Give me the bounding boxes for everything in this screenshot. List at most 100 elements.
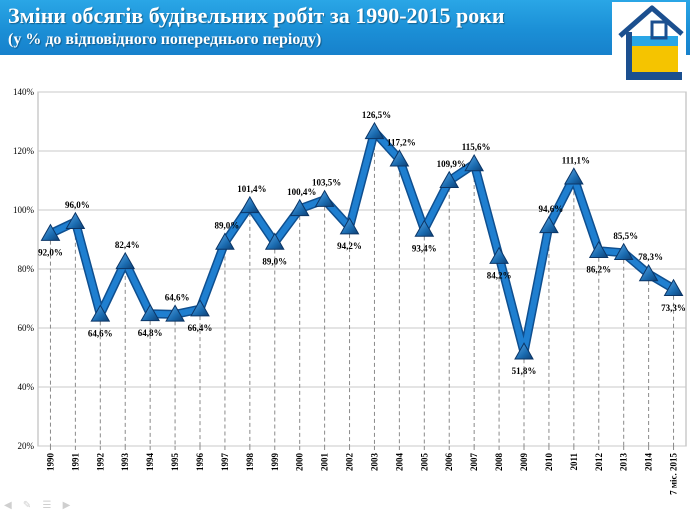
x-tick-label: 1991 bbox=[70, 453, 80, 472]
data-label: 84,2% bbox=[487, 271, 512, 281]
data-label: 117,2% bbox=[387, 137, 416, 147]
x-tick-label: 2013 bbox=[619, 453, 629, 472]
data-label: 86,2% bbox=[586, 265, 611, 275]
data-point-marker bbox=[215, 232, 235, 250]
data-label: 64,6% bbox=[165, 292, 190, 302]
x-tick-label: 2011 bbox=[569, 453, 579, 471]
data-label: 73,3% bbox=[661, 303, 686, 313]
data-label: 89,0% bbox=[215, 220, 240, 230]
data-label: 85,5% bbox=[613, 231, 638, 241]
x-tick-label: 2007 bbox=[469, 453, 479, 472]
y-tick-label: 40% bbox=[18, 382, 35, 392]
x-tick-label: 2005 bbox=[419, 453, 429, 472]
data-label: 51,8% bbox=[512, 366, 537, 376]
data-point-marker bbox=[588, 240, 609, 258]
data-label: 89,0% bbox=[262, 256, 287, 266]
data-label: 64,6% bbox=[88, 328, 113, 338]
house-logo-icon bbox=[612, 2, 686, 84]
data-label: 93,4% bbox=[412, 243, 437, 253]
y-tick-label: 80% bbox=[18, 264, 35, 274]
menu-icon[interactable]: ☰ bbox=[42, 500, 56, 511]
pen-icon[interactable]: ✎ bbox=[22, 500, 36, 511]
data-label: 115,6% bbox=[462, 142, 491, 152]
slide-title: Зміни обсягів будівельних робіт за 1990-… bbox=[8, 3, 505, 28]
data-label: 96,0% bbox=[65, 200, 90, 210]
x-tick-label: 2014 bbox=[644, 453, 654, 472]
data-point-marker bbox=[364, 121, 385, 140]
y-tick-label: 60% bbox=[18, 323, 35, 333]
x-tick-label: 1999 bbox=[270, 453, 280, 472]
chart-data-labels: 92,0% 96,0% 64,6% 82,4% 64,8% 64,6% 66,4% 89,0%… bbox=[38, 110, 686, 376]
data-point-marker bbox=[190, 299, 210, 317]
chart-axes: 20% 40% 60% 80% 100% 120% 140% 1990 1991 1992 1993… bbox=[13, 87, 679, 495]
x-tick-label: 1997 bbox=[220, 453, 230, 472]
data-point-marker bbox=[663, 278, 684, 297]
data-point-marker bbox=[464, 153, 485, 172]
data-point-marker bbox=[90, 304, 111, 322]
data-label: 109,9% bbox=[437, 159, 466, 169]
data-point-marker bbox=[165, 304, 185, 322]
data-point-marker bbox=[339, 217, 360, 235]
x-tick-label: 1998 bbox=[245, 453, 255, 472]
y-tick-label: 140% bbox=[13, 87, 35, 97]
x-tick-label: 2012 bbox=[594, 453, 604, 472]
data-label: 94,6% bbox=[539, 204, 564, 214]
data-point-marker bbox=[389, 149, 410, 167]
data-label: 92,0% bbox=[38, 248, 63, 258]
data-point-marker bbox=[115, 251, 136, 270]
x-tick-label: 1995 bbox=[170, 453, 180, 472]
x-tick-label: 1996 bbox=[195, 453, 205, 472]
x-tick-label: 1992 bbox=[95, 453, 105, 472]
data-point-marker bbox=[65, 211, 86, 230]
x-tick-label: 2008 bbox=[494, 453, 504, 472]
x-tick-label: 7 міс. 2015 bbox=[669, 453, 679, 495]
data-label: 126,5% bbox=[362, 110, 391, 120]
data-label: 103,5% bbox=[312, 178, 341, 188]
chart-gridlines bbox=[37, 91, 687, 447]
title-bar: Зміни обсягів будівельних робіт за 1990-… bbox=[0, 0, 690, 55]
data-label: 111,1% bbox=[562, 155, 590, 165]
data-point-marker bbox=[439, 170, 460, 189]
next-icon[interactable]: ▶ bbox=[62, 500, 75, 511]
x-tick-label: 1994 bbox=[145, 453, 155, 472]
data-label: 82,4% bbox=[115, 240, 140, 250]
data-point-marker bbox=[239, 195, 260, 214]
prev-icon[interactable]: ◀ bbox=[4, 500, 16, 511]
x-tick-label: 2010 bbox=[544, 453, 554, 472]
y-tick-label: 20% bbox=[18, 441, 35, 451]
data-label: 78,3% bbox=[638, 252, 663, 262]
line-chart: 20% 40% 60% 80% 100% 120% 140% 1990 1991 1992 1993… bbox=[13, 87, 687, 495]
data-point-marker bbox=[638, 264, 659, 282]
y-tick-label: 120% bbox=[13, 146, 35, 156]
x-tick-label: 2001 bbox=[320, 453, 330, 472]
y-tick-label: 100% bbox=[13, 205, 35, 215]
data-point-marker bbox=[40, 223, 61, 241]
data-point-marker bbox=[140, 303, 161, 322]
data-point-marker bbox=[539, 215, 559, 234]
x-tick-label: 2009 bbox=[519, 453, 529, 472]
data-point-marker bbox=[563, 167, 584, 185]
data-point-marker bbox=[489, 246, 509, 264]
data-point-marker bbox=[289, 198, 310, 217]
x-tick-label: 2006 bbox=[444, 453, 454, 472]
slideshow-controls[interactable]: ◀ ✎ ☰ ▶ bbox=[4, 500, 74, 514]
data-label: 94,2% bbox=[337, 241, 362, 251]
data-label: 100,4% bbox=[287, 187, 316, 197]
data-point-marker bbox=[514, 342, 534, 360]
data-point-marker bbox=[613, 242, 634, 261]
data-label: 64,8% bbox=[138, 328, 163, 338]
data-point-marker bbox=[264, 232, 285, 250]
slide-subtitle: (у % до відповідного попереднього період… bbox=[8, 31, 322, 48]
x-tick-label: 2000 bbox=[295, 453, 305, 472]
data-point-marker bbox=[414, 219, 435, 237]
data-point-marker bbox=[314, 189, 335, 207]
x-tick-label: 2004 bbox=[394, 453, 404, 472]
organization-logo bbox=[612, 2, 686, 84]
data-label: 101,4% bbox=[237, 184, 266, 194]
x-tick-label: 2002 bbox=[345, 453, 355, 472]
x-tick-label: 1990 bbox=[45, 453, 55, 472]
x-tick-label: 1993 bbox=[120, 453, 130, 472]
data-label: 66,4% bbox=[188, 323, 213, 333]
x-tick-label: 2003 bbox=[369, 453, 379, 472]
chart-series bbox=[40, 121, 684, 360]
